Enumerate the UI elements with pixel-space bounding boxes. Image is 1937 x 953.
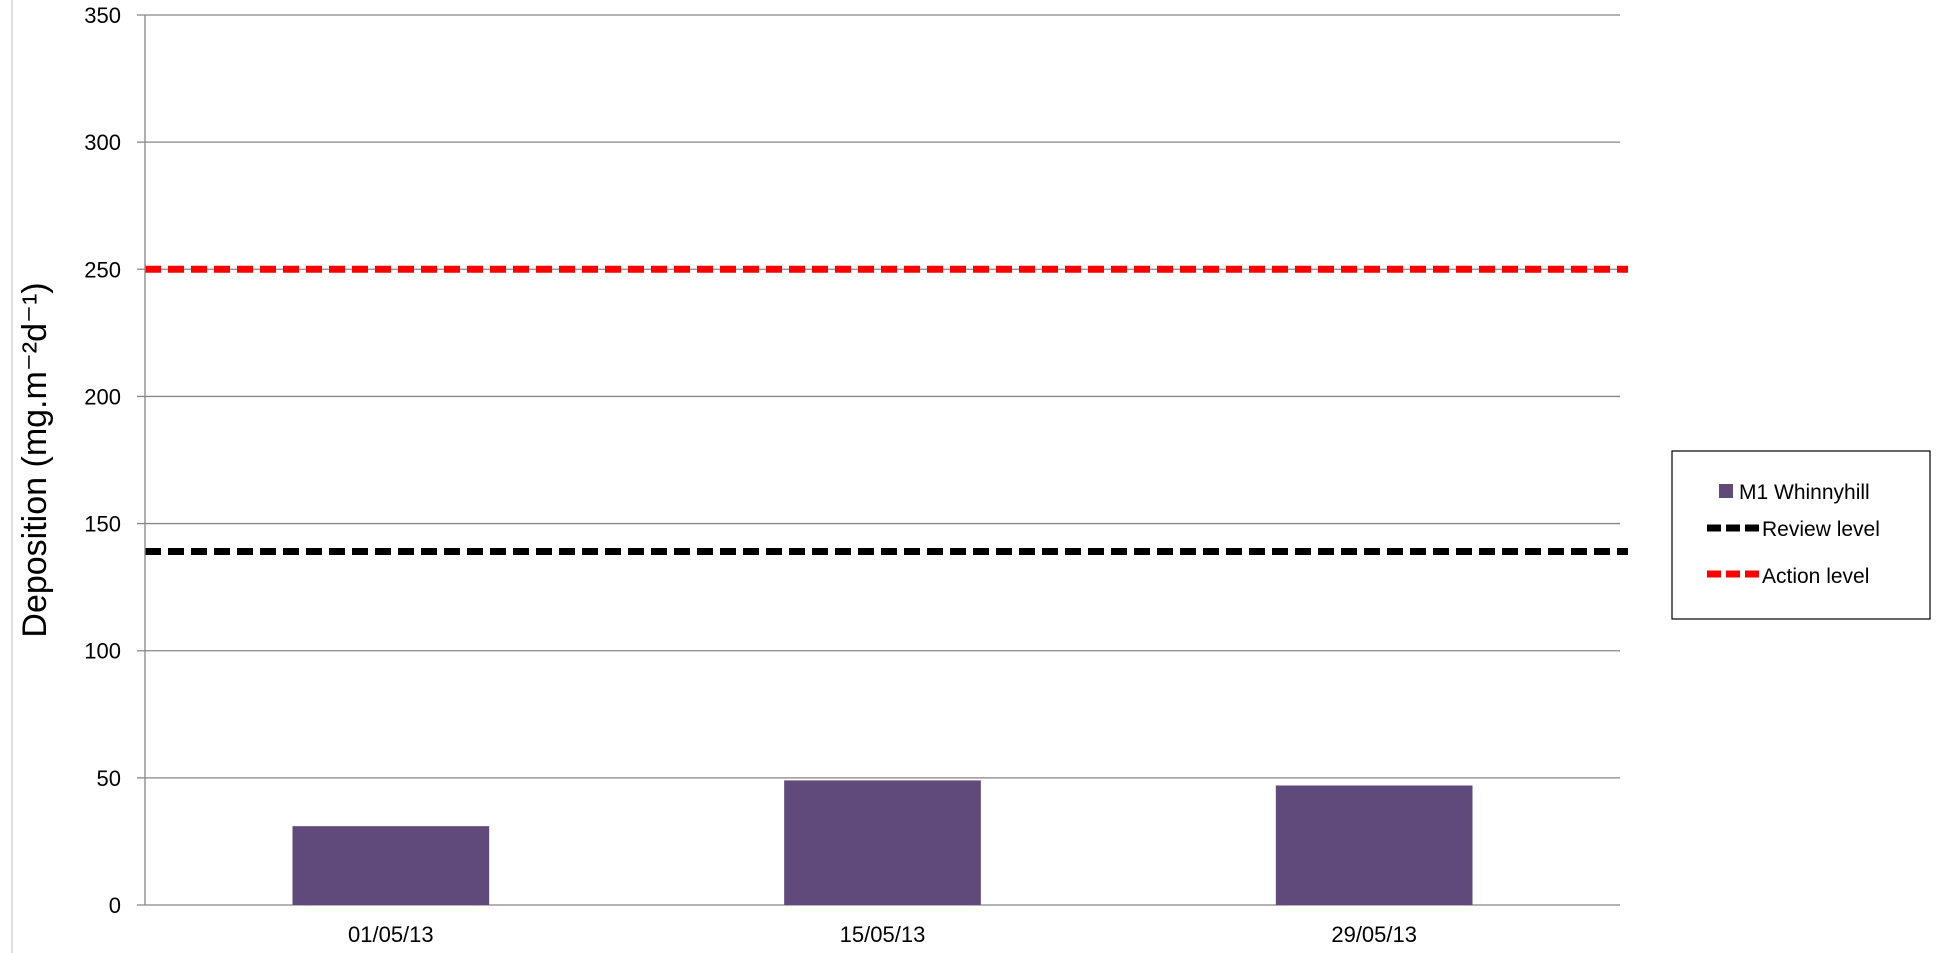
legend-label-m1-whinnyhill: M1 Whinnyhill (1739, 481, 1870, 504)
x-tick-label-2: 29/05/13 (1331, 922, 1417, 947)
y-tick-label-350: 350 (84, 3, 121, 28)
y-tick-label-150: 150 (84, 512, 121, 537)
legend-box (1671, 450, 1931, 620)
y-tick-label-200: 200 (84, 384, 121, 409)
legend-swatch-m1-whinnyhill (1719, 484, 1733, 498)
reference-lines (145, 265, 1628, 556)
y-tick-label-300: 300 (84, 130, 121, 155)
legend-label-action-level: Action level (1762, 565, 1869, 588)
y-axis-title: Deposition (mg.m⁻²d⁻¹) (16, 282, 54, 637)
y-tick-label-250: 250 (84, 257, 121, 282)
x-tick-labels: 01/05/13 15/05/13 29/05/13 (348, 922, 1417, 947)
x-tick-label-1: 15/05/13 (840, 922, 926, 947)
y-tick-label-0: 0 (109, 893, 121, 918)
bars (292, 780, 1473, 905)
legend: M1 Whinnyhill Review level Action level (1671, 450, 1931, 620)
y-tick-label-100: 100 (84, 639, 121, 664)
legend-label-review-level: Review level (1762, 518, 1880, 541)
gridlines (137, 14, 1620, 906)
y-tick-labels: 0 50 100 150 200 250 300 350 (84, 3, 121, 918)
bar-1 (784, 780, 981, 905)
x-tick-label-0: 01/05/13 (348, 922, 434, 947)
y-tick-label-50: 50 (97, 766, 121, 791)
bar-2 (1275, 785, 1473, 905)
bar-0 (292, 826, 490, 905)
